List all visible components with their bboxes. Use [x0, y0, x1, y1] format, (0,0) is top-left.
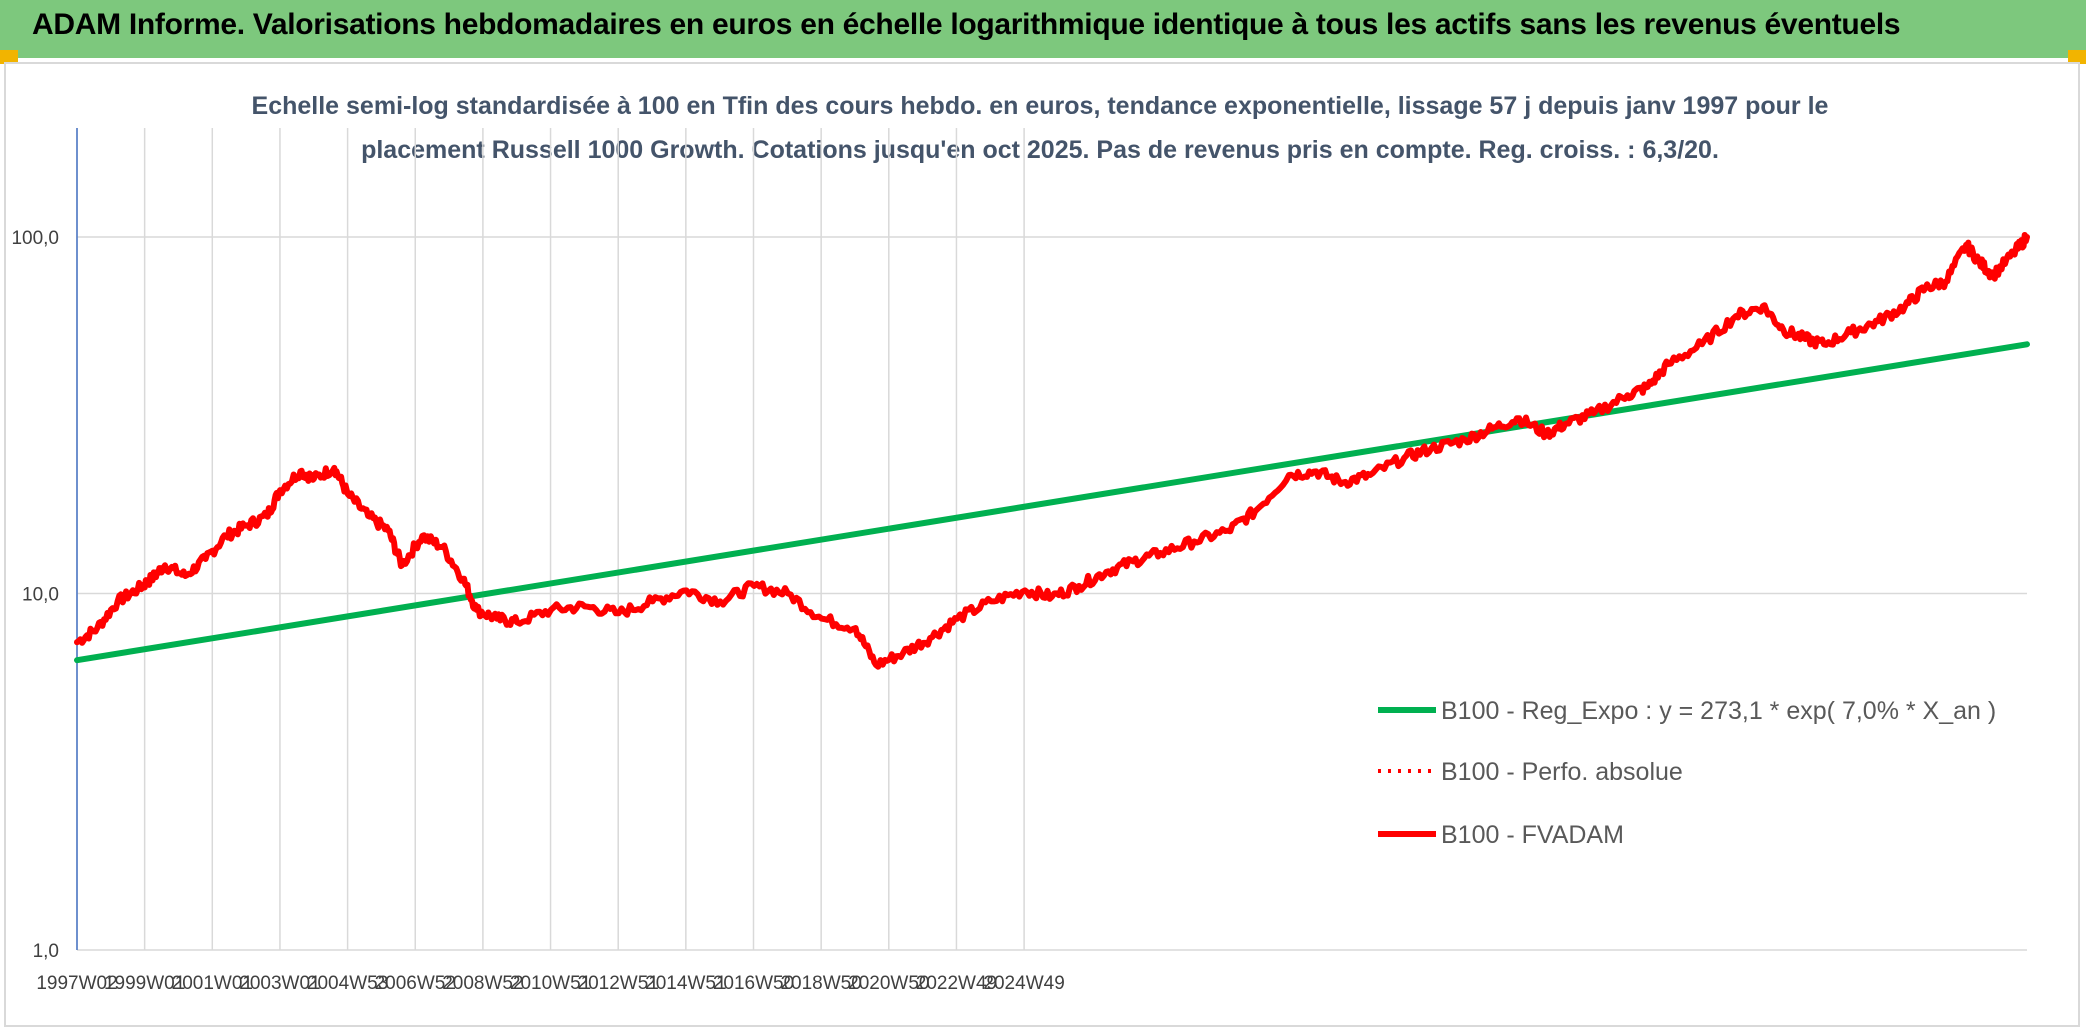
chart-subtitle-line2: placement Russell 1000 Growth. Cotations…	[361, 136, 1719, 164]
x-tick-label: 2012W51	[578, 973, 659, 994]
corner-mark-left	[0, 50, 18, 64]
fvadam-line	[74, 232, 2030, 670]
x-tick-label: 1997W02	[36, 973, 117, 994]
chart-series-layer	[74, 232, 2030, 670]
x-tick-label: 2024W49	[983, 973, 1064, 994]
x-tick-label: 2016W50	[713, 973, 794, 994]
chart-grid	[76, 128, 2027, 951]
x-tick-label: 2020W50	[848, 973, 929, 994]
title-banner: ADAM Informe. Valorisations hebdomadaire…	[0, 0, 2086, 58]
chart-legend: B100 - Reg_Expo : y = 273,1 * exp( 7,0% …	[1378, 697, 1996, 849]
legend-label: B100 - Perfo. absolue	[1441, 758, 1683, 786]
y-tick-label: 100,0	[11, 228, 59, 249]
x-tick-label: 2018W50	[780, 973, 861, 994]
chart-subtitle-line1: Echelle semi-log standardisée à 100 en T…	[251, 92, 1829, 120]
legend-label: B100 - FVADAM	[1441, 821, 1624, 849]
x-tick-label: 2010W51	[510, 973, 591, 994]
y-tick-label: 1,0	[33, 941, 59, 962]
trend-line	[74, 341, 2030, 664]
page-title: ADAM Informe. Valorisations hebdomadaire…	[32, 8, 1901, 41]
chart-frame	[4, 62, 2080, 1027]
x-tick-label: 2006W52	[375, 973, 456, 994]
x-tick-label: 2022W49	[916, 973, 997, 994]
y-tick-label: 10,0	[22, 585, 59, 606]
x-tick-label: 2004W53	[307, 973, 388, 994]
x-tick-label: 1999W01	[104, 973, 185, 994]
chart-tick-labels: 100,0 10,0 1,0 1997W021999W012001W012003W01…	[11, 228, 1064, 994]
x-tick-label: 2014W51	[645, 973, 726, 994]
x-tick-label: 2008W52	[442, 973, 523, 994]
x-tick-label: 2003W01	[239, 973, 320, 994]
legend-label: B100 - Reg_Expo : y = 273,1 * exp( 7,0% …	[1441, 697, 1996, 725]
x-tick-label: 2001W01	[172, 973, 253, 994]
corner-mark-right	[2068, 50, 2086, 64]
